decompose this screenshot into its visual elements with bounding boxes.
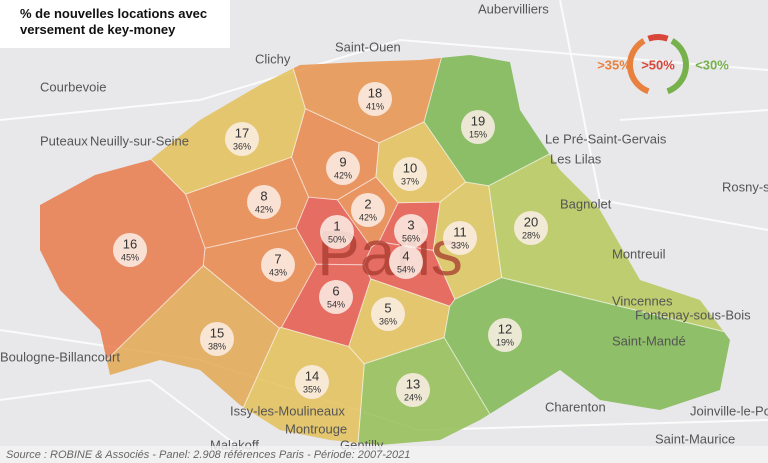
district-marker	[396, 373, 430, 407]
district-share: 56%	[402, 233, 420, 243]
place-name: Issy-les-Moulineaux	[230, 403, 345, 418]
district-share: 33%	[451, 240, 469, 250]
title: % de nouvelles locations avec versement …	[20, 6, 208, 37]
district-number: 2	[364, 196, 371, 211]
district-share: 28%	[522, 230, 540, 240]
district-share: 54%	[327, 299, 345, 309]
district-number: 1	[333, 218, 340, 233]
district-share: 36%	[379, 316, 397, 326]
place-name: Montrouge	[285, 421, 347, 436]
district-number: 5	[384, 300, 391, 315]
markers: 150%242%356%454%536%654%743%842%942% 1037…	[113, 82, 548, 407]
district-share: 35%	[303, 384, 321, 394]
place-name: Courbevoie	[40, 79, 107, 94]
district-number: 13	[406, 376, 420, 391]
district-share: 54%	[397, 264, 415, 274]
district-marker	[320, 215, 354, 249]
district-number: 14	[305, 368, 319, 383]
place-name: Charenton	[545, 399, 606, 414]
district-marker	[200, 322, 234, 356]
legend-arc	[627, 38, 650, 95]
district-share: 38%	[208, 341, 226, 351]
place-name: Vincennes	[612, 293, 673, 308]
district-share: 41%	[366, 101, 384, 111]
district-marker	[261, 248, 295, 282]
place-name: Aubervilliers	[478, 1, 549, 16]
district-marker	[394, 214, 428, 248]
place-name: Bagnolet	[560, 196, 612, 211]
place-name: Fontenay-sous-Bois	[635, 307, 751, 322]
district-marker	[514, 211, 548, 245]
district-marker	[443, 221, 477, 255]
district-number: 12	[498, 321, 512, 336]
district-marker	[319, 280, 353, 314]
source-bar	[0, 446, 768, 463]
district-share: 42%	[255, 204, 273, 214]
places: Aubervilliers Saint-Ouen Clichy Courbevoie P…	[0, 1, 768, 452]
place-name: Joinville-le-Pont	[690, 403, 768, 418]
district-share: 42%	[359, 212, 377, 222]
district-marker	[351, 193, 385, 227]
legend: >35% >50% <30%	[597, 34, 729, 95]
district-number: 9	[339, 154, 346, 169]
place-name: Boulogne-Billancourt	[0, 349, 120, 364]
legend-label: >35%	[597, 57, 631, 72]
district-marker	[326, 151, 360, 185]
district-number: 16	[123, 236, 137, 251]
district-number: 11	[453, 224, 467, 239]
place-name: Puteaux	[40, 133, 88, 148]
legend-label: <30%	[695, 57, 729, 72]
district-number: 17	[235, 125, 249, 140]
title-wrap: % de nouvelles locations avec versement …	[20, 6, 208, 37]
place-name: Rosny-s	[722, 179, 768, 194]
district-number: 4	[402, 248, 409, 263]
district	[272, 55, 458, 144]
district-number: 15	[210, 325, 224, 340]
district-share: 36%	[233, 141, 251, 151]
district-number: 8	[260, 188, 267, 203]
district-number: 7	[274, 251, 281, 266]
district-number: 3	[407, 217, 414, 232]
place-name: Le Pré-Saint-Gervais	[545, 131, 667, 146]
district-marker	[393, 157, 427, 191]
place-name: Clichy	[255, 51, 291, 66]
district-share: 42%	[334, 170, 352, 180]
title-box	[0, 0, 230, 48]
district-marker	[358, 82, 392, 116]
place-name: Saint-Maurice	[655, 431, 735, 446]
district-marker	[389, 245, 423, 279]
district-share: 50%	[328, 234, 346, 244]
district-marker	[225, 122, 259, 156]
place-name: Saint-Mandé	[612, 333, 686, 348]
legend-label: >50%	[641, 57, 675, 72]
place-name: Les Lilas	[550, 151, 602, 166]
district-marker	[371, 297, 405, 331]
district-marker	[295, 365, 329, 399]
district-marker	[113, 233, 147, 267]
district-share: 15%	[469, 129, 487, 139]
district-number: 18	[368, 85, 382, 100]
district-number: 20	[524, 214, 538, 229]
district-marker	[488, 318, 522, 352]
place-name: Montreuil	[612, 246, 666, 261]
legend-arc	[647, 34, 669, 42]
district-share: 45%	[121, 252, 139, 262]
district-share: 19%	[496, 337, 514, 347]
district-marker	[247, 185, 281, 219]
district-number: 10	[403, 160, 417, 175]
district-share: 43%	[269, 267, 287, 277]
legend-arc	[666, 38, 689, 95]
district-number: 19	[471, 113, 485, 128]
district-number: 6	[332, 283, 339, 298]
place-name: Neuilly-sur-Seine	[90, 133, 189, 148]
place-name: Saint-Ouen	[335, 39, 401, 54]
source: Source : ROBINE & Associés - Panel: 2.90…	[6, 449, 410, 461]
district-share: 24%	[404, 392, 422, 402]
district-marker	[461, 110, 495, 144]
district-share: 37%	[401, 176, 419, 186]
